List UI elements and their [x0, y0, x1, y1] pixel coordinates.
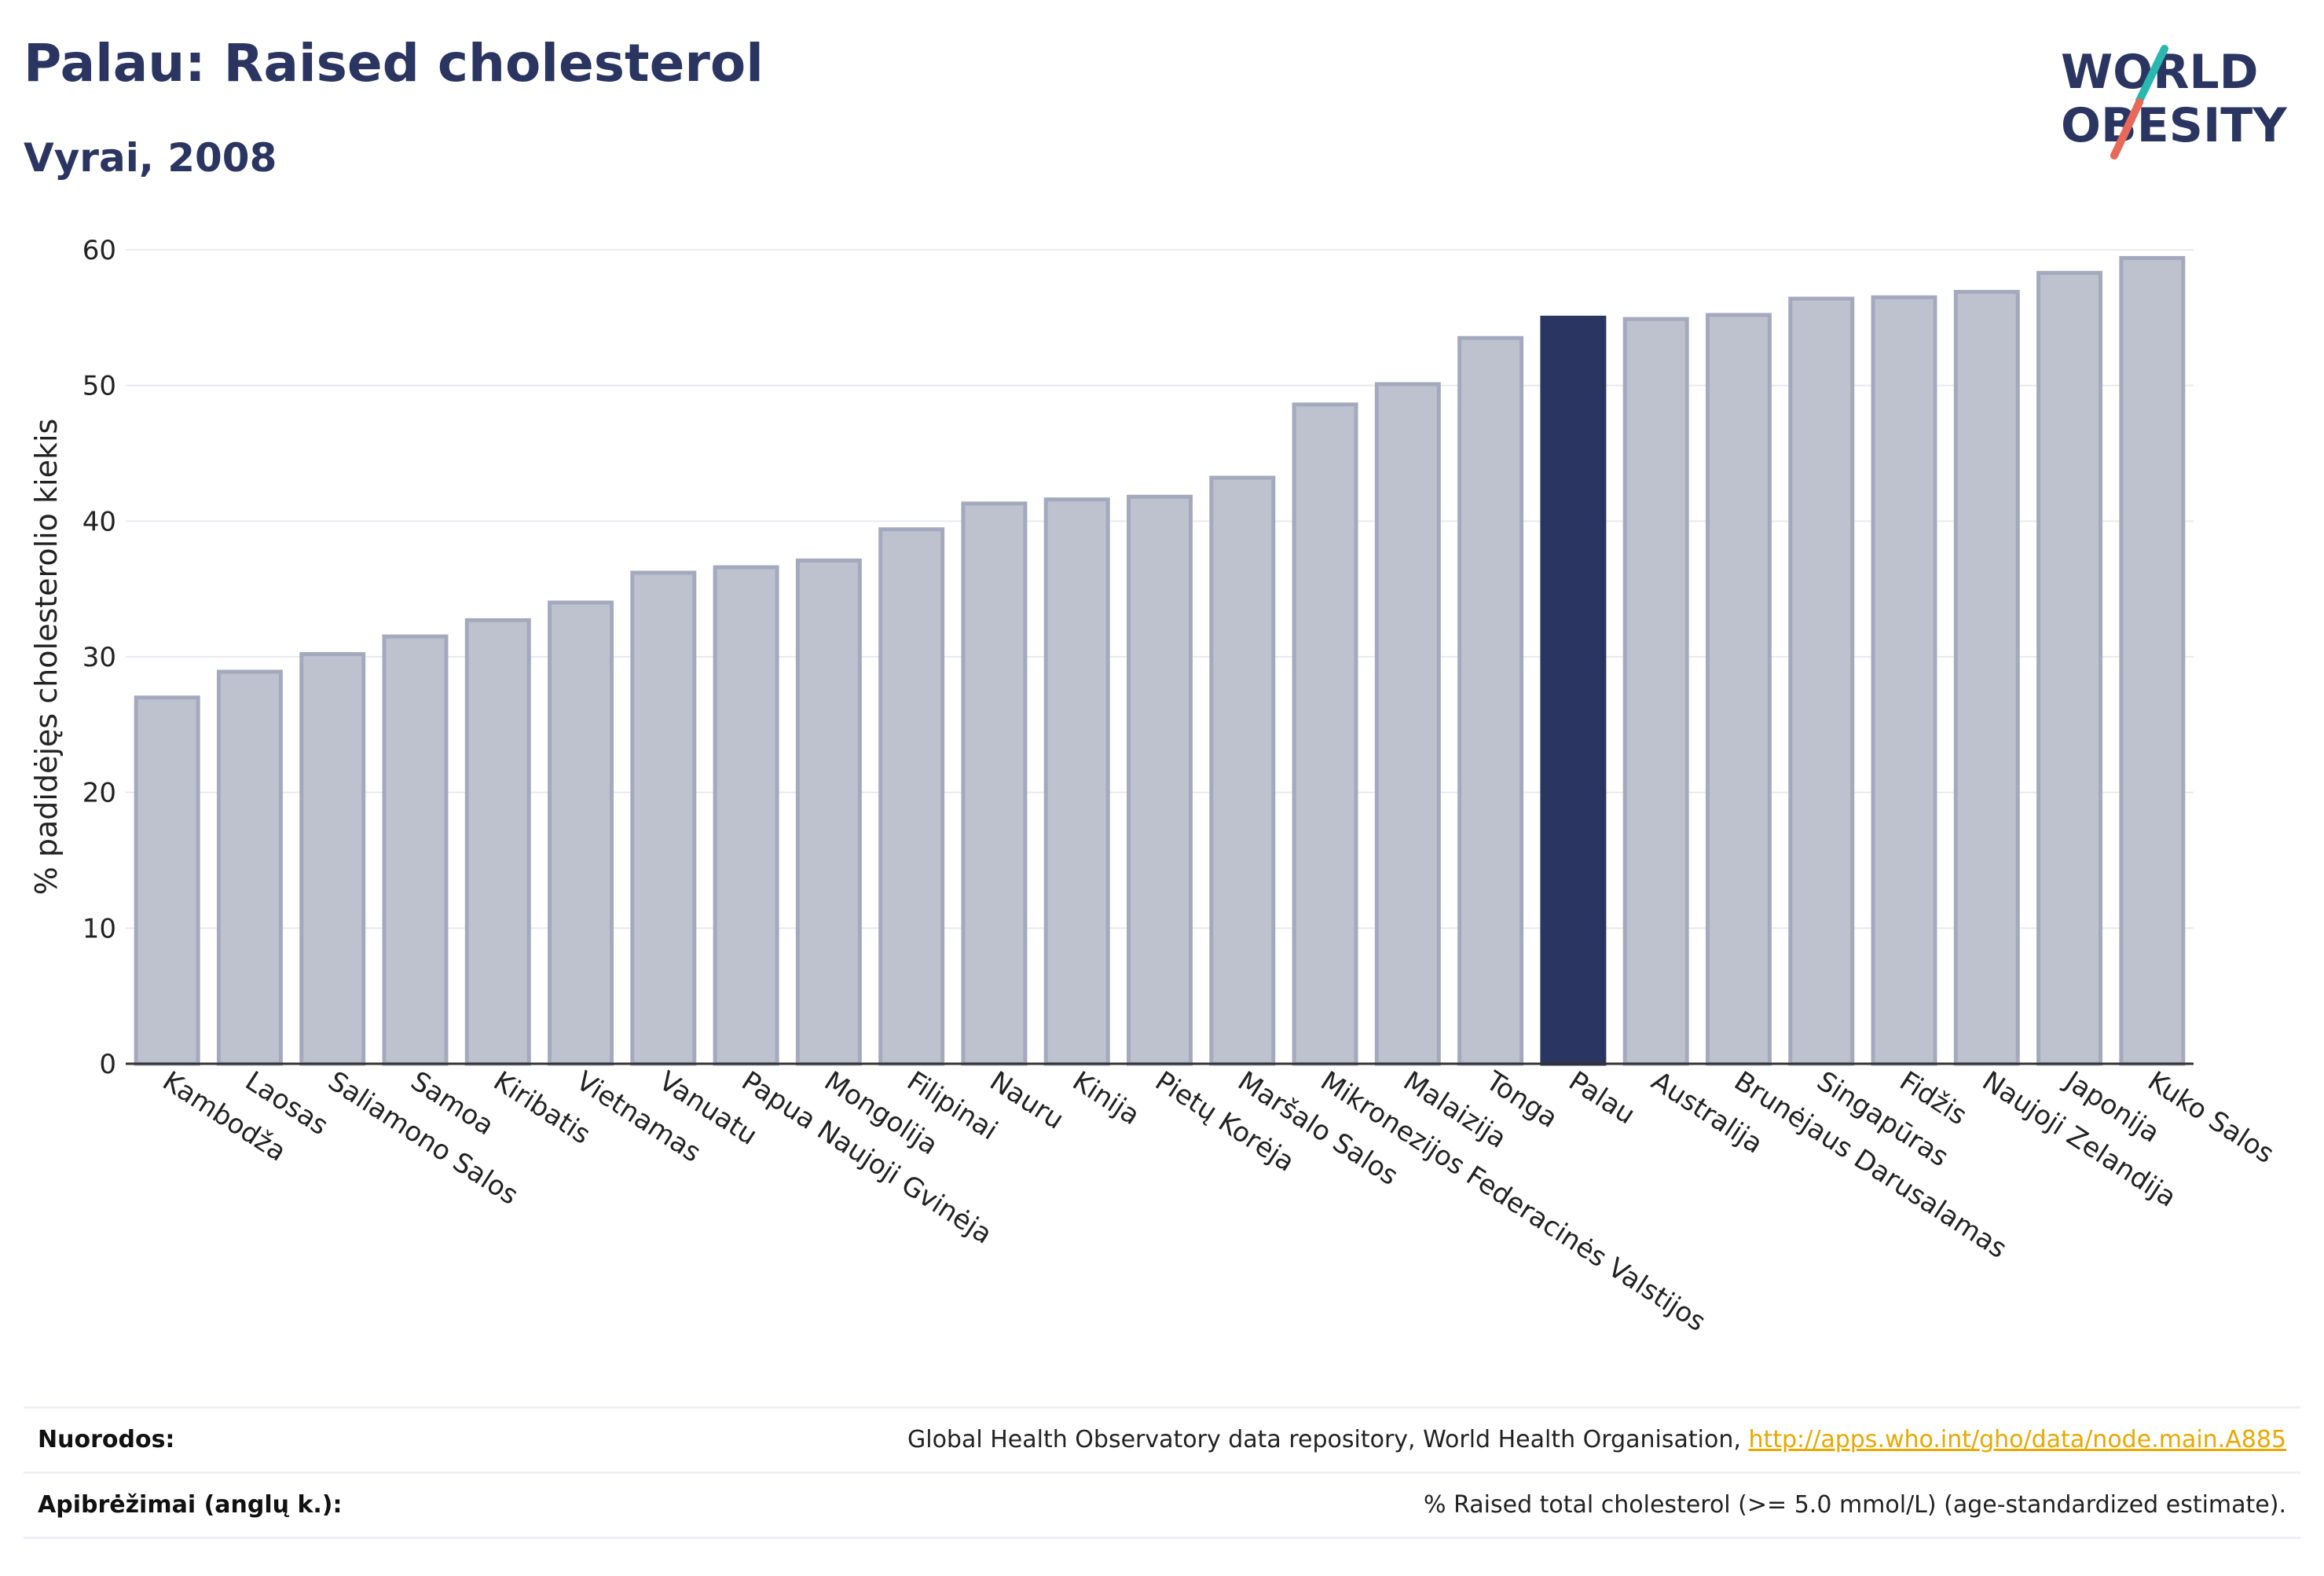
bar-papua-naujoji-gvin-ja [713, 565, 779, 1066]
logo-slash-teal [2135, 45, 2168, 104]
bar-saliamono-salos [299, 652, 366, 1066]
y-tick-label: 60 [82, 235, 116, 266]
bar-mongolija [795, 558, 862, 1066]
bar-filipinai [878, 527, 945, 1066]
bar-nauru [961, 501, 1028, 1066]
references-link[interactable]: http://apps.who.int/gho/data/node.main.A… [1748, 1426, 2286, 1453]
bar-fid-is [1871, 295, 1937, 1066]
logo-line2: OBESITY [2061, 98, 2288, 153]
references-row: Nuorodos: Global Health Observatory data… [24, 1406, 2300, 1472]
definitions-text: % Raised total cholesterol (>= 5.0 mmol/… [1424, 1491, 2286, 1519]
page-title: Palau: Raised cholesterol [24, 33, 764, 93]
references-label: Nuorodos: [38, 1426, 175, 1453]
bar-australija [1622, 317, 1689, 1066]
bar-laosas [216, 669, 283, 1066]
y-axis-ticks: 0 10 20 30 40 50 60 [82, 235, 116, 1080]
bar-singap-ras [1788, 296, 1855, 1066]
y-axis-label: % padidėjęs cholesterolio kiekis [29, 419, 64, 896]
bar-tonga [1457, 335, 1524, 1066]
bar-palau [1540, 315, 1607, 1066]
bar-vanuatu [630, 570, 697, 1066]
bar-mikronezijos-federacin-s-valstijos [1292, 402, 1358, 1066]
y-tick-label: 0 [99, 1049, 116, 1080]
bars [134, 255, 2186, 1066]
bar-piet-kor-ja [1127, 494, 1193, 1066]
bar-kuko-salos [2119, 255, 2186, 1066]
y-tick-label: 40 [82, 506, 116, 537]
y-tick-label: 30 [82, 642, 116, 673]
x-tick-label: Kinija [1067, 1065, 1146, 1131]
bar-kambod-a [134, 695, 200, 1066]
y-tick-label: 20 [82, 778, 116, 809]
bar-kiribatis [464, 618, 531, 1066]
bar-naujoji-zelandija [1953, 290, 2020, 1066]
references-value: Global Health Observatory data repositor… [907, 1426, 2286, 1453]
bar-vietnamas [548, 600, 614, 1066]
definitions-row: Apibrėžimai (anglų k.): % Raised total c… [24, 1472, 2300, 1539]
bar-japonija [2036, 270, 2103, 1066]
bar-mar-alo-salos [1209, 475, 1276, 1066]
bar-samoa [382, 634, 449, 1066]
bar-malaizija [1374, 382, 1441, 1066]
page-subtitle: Vyrai, 2008 [24, 135, 277, 181]
x-tick-label: Pietų Korėja [1149, 1065, 1300, 1178]
x-tick-label: Kuko Salos [2142, 1065, 2279, 1170]
x-tick-label: Palau [1563, 1065, 1640, 1131]
y-tick-label: 50 [82, 371, 116, 402]
y-tick-label: 10 [82, 913, 116, 944]
logo-slash-coral [2110, 98, 2143, 159]
references-text: Global Health Observatory data repositor… [907, 1426, 1741, 1453]
bar-brun-jaus-darusalamas [1705, 313, 1772, 1066]
world-obesity-logo: WORLD OBESITY [2061, 45, 2288, 159]
bar-kinija [1043, 497, 1110, 1066]
definitions-label: Apibrėžimai (anglų k.): [38, 1491, 343, 1519]
